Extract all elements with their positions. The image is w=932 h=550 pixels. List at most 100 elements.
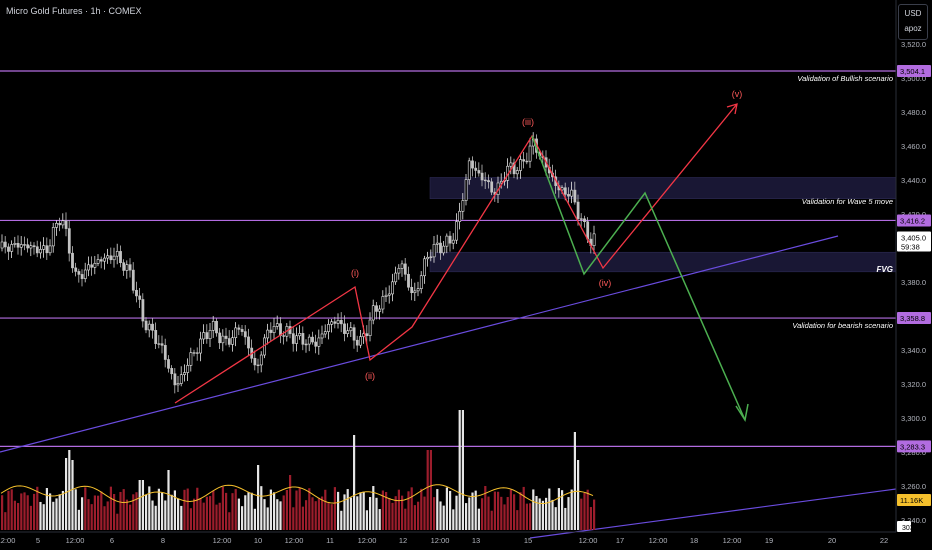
volume-bar [388, 497, 391, 530]
candle-body [432, 244, 436, 258]
volume-bar [509, 489, 512, 530]
volume-bar [461, 410, 464, 530]
volume-bar [26, 495, 29, 530]
volume-bar [276, 499, 279, 530]
candle-body [227, 338, 231, 345]
candle-body [448, 235, 452, 244]
volume-bar [545, 497, 548, 530]
volume-bar [484, 486, 487, 530]
candle-body [515, 170, 519, 175]
candle-body [583, 218, 586, 222]
volume-bar [557, 488, 560, 530]
currency-selector[interactable]: USD apoz [898, 4, 928, 40]
level-price-label: 3,283.3 [900, 442, 925, 451]
volume-bar [356, 496, 359, 530]
levels-layer [0, 70, 896, 447]
volume-bar [215, 504, 218, 530]
candle-body [208, 330, 212, 340]
volume-bar [167, 470, 170, 530]
candle-body [570, 189, 574, 197]
volume-bar [84, 487, 87, 530]
bearish-scenario-path [531, 135, 746, 421]
volume-bar [253, 508, 256, 530]
volume-bar [490, 510, 493, 530]
volume-bar [583, 492, 586, 530]
volume-bar [321, 496, 324, 530]
time-tick: 12:00 [723, 536, 742, 545]
price-tick: 3,320.0 [901, 380, 926, 389]
candle-body [311, 336, 314, 343]
price-tick: 3,240.0 [901, 516, 926, 525]
wave-label: (iii) [522, 117, 534, 127]
volume-bar [551, 499, 554, 530]
price-tick: 3,280.0 [901, 448, 926, 457]
volume-bar [381, 490, 384, 530]
symbol-title[interactable]: Micro Gold Futures · 1h · COMEX [6, 6, 142, 16]
candle-body [400, 263, 404, 269]
volume-bar [385, 491, 388, 530]
zones-layer [429, 177, 897, 273]
candle-body [483, 179, 487, 182]
volume-bar [154, 505, 157, 530]
volume-bar [209, 496, 212, 530]
candle-body [573, 189, 577, 203]
volume-bar [228, 512, 231, 530]
volume-bar [29, 505, 32, 530]
candle-body [74, 267, 78, 272]
volume-bar [141, 480, 144, 530]
volume-bar [273, 492, 276, 530]
volume-bar [503, 504, 506, 530]
volume-bar [100, 491, 103, 530]
volume-bar [474, 490, 477, 530]
candle-body [173, 373, 177, 386]
volume-bar [122, 489, 125, 530]
volume-bar [74, 489, 77, 530]
time-axis[interactable]: 12:00 5 12:00 6 8 12:00 10 12:00 11 12:00 12 12:00 1… [0, 531, 896, 545]
candle-body [419, 275, 423, 289]
candle-body [80, 274, 84, 279]
volume-bar [87, 499, 90, 530]
volume-bar [535, 495, 538, 530]
volume-bar [36, 486, 39, 530]
volume-bar [266, 507, 269, 530]
level-price-label: 3,416.2 [900, 216, 925, 225]
candle-body [355, 339, 359, 346]
zone-label-wave5: Validation for Wave 5 move [802, 197, 893, 206]
volume-bar [279, 501, 282, 530]
last-price-countdown: 59:38 [901, 243, 920, 252]
candle-body [426, 256, 430, 260]
candle-body [365, 333, 369, 336]
zone-rect [429, 251, 897, 273]
candle-body [423, 258, 426, 277]
candle-body [189, 352, 193, 366]
volume-bar [295, 490, 298, 530]
price-axis[interactable]: 3,520.03,500.03,480.03,460.03,440.03,420… [895, 0, 932, 550]
price-tick: 3,380.0 [901, 278, 926, 287]
candle-body [445, 235, 449, 247]
level-price-tag [897, 440, 931, 453]
time-tick: 22 [880, 536, 888, 545]
candle-body [71, 252, 74, 269]
volume-bar [580, 498, 583, 530]
candle-body [352, 327, 356, 341]
volume-bar [516, 510, 519, 530]
volume-bar [199, 498, 202, 530]
candle-body [163, 345, 167, 360]
volume-bar [292, 507, 295, 530]
candle-body [170, 368, 174, 375]
candle-body [93, 263, 97, 268]
volume-bar [77, 509, 80, 530]
candle-body [202, 332, 206, 340]
volume-count-tag [897, 521, 911, 532]
candle-body [528, 145, 532, 162]
volume-bar [151, 500, 154, 530]
zone-label-fvg: FVG [877, 265, 893, 274]
green-arrowhead [735, 403, 749, 422]
candle-body [375, 305, 378, 312]
candle-body [378, 308, 382, 312]
candle-body [83, 269, 87, 279]
candle-body [218, 332, 222, 344]
volume-bar [109, 486, 112, 530]
